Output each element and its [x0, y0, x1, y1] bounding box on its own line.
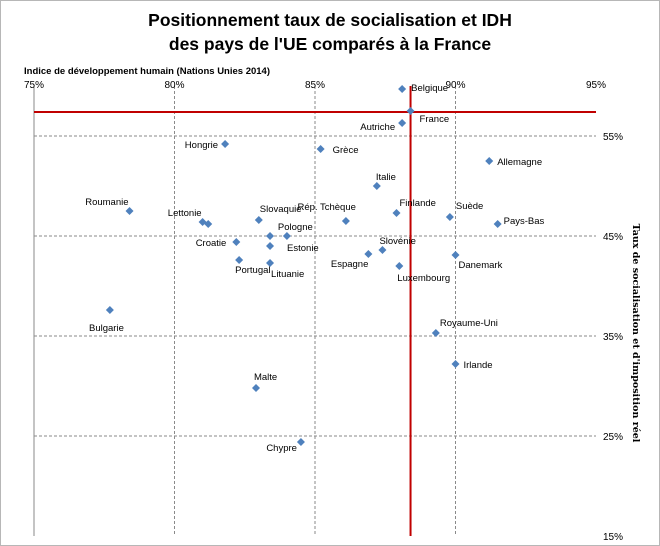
gridlines — [33, 86, 596, 536]
point-luxembourg — [395, 262, 404, 270]
point-danemark — [451, 251, 460, 259]
point-chypre — [296, 438, 305, 446]
label-portugal: Portugal — [235, 265, 270, 276]
y-tick-label: 55% — [603, 132, 623, 143]
label-r-p-tch-que: Rép. Tchèque — [297, 202, 355, 213]
label-irlande: Irlande — [464, 360, 493, 371]
point-irlande — [451, 360, 460, 368]
chart-title-line1: Positionnement taux de socialisation et … — [148, 10, 512, 30]
label-roumanie: Roumanie — [85, 197, 128, 208]
x-tick-label: 85% — [305, 80, 325, 91]
point-allemagne — [485, 157, 494, 165]
point-malte — [251, 384, 260, 392]
point-autriche — [398, 119, 407, 127]
label-allemagne: Allemagne — [497, 157, 542, 168]
label-espagne: Espagne — [331, 259, 369, 270]
label-luxembourg: Luxembourg — [397, 273, 450, 284]
label-italie: Italie — [376, 172, 396, 183]
point-france — [406, 107, 415, 115]
x-axis-label: Indice de développement humain (Nations … — [24, 66, 270, 77]
label-finlande: Finlande — [399, 198, 435, 209]
point-su-de — [445, 213, 454, 221]
point-finlande — [392, 209, 401, 217]
y-axis-label: Taux de socialisation et d'imposition ré… — [630, 224, 641, 443]
point-portugal — [235, 256, 244, 264]
point-hongrie — [221, 140, 230, 148]
chart-title: Positionnement taux de socialisation et … — [0, 8, 660, 56]
point-royaume-uni — [431, 329, 440, 337]
label-chypre: Chypre — [266, 443, 297, 454]
label-croatie: Croatie — [196, 238, 227, 249]
point-espagne — [364, 250, 373, 258]
label-lettonie: Lettonie — [168, 208, 202, 219]
label-slovaquie: Slovaquie — [260, 204, 302, 215]
point-lituanie — [266, 259, 275, 267]
point-slovaquie — [254, 216, 263, 224]
point-estonie — [266, 242, 275, 250]
data-points — [105, 85, 502, 446]
y-tick-label: 15% — [603, 532, 623, 543]
label-slov-nie: Slovénie — [379, 236, 415, 247]
label-malte: Malte — [254, 372, 277, 383]
label-pays-bas: Pays-Bas — [504, 216, 545, 227]
point-bulgarie — [105, 306, 114, 314]
point-gr-ce — [316, 145, 325, 153]
point-italie — [372, 182, 381, 190]
label-belgique: Belgique — [411, 83, 448, 94]
label-su-de: Suède — [456, 201, 483, 212]
x-tick-label: 75% — [24, 80, 44, 91]
x-tick-label: 90% — [445, 80, 465, 91]
point-pologne-2 — [266, 232, 275, 240]
label-gr-ce: Grèce — [333, 145, 359, 156]
x-tick-label: 80% — [164, 80, 184, 91]
point-belgique — [398, 85, 407, 93]
point-pays-bas — [493, 220, 502, 228]
label-bulgarie: Bulgarie — [89, 323, 124, 334]
x-tick-label: 95% — [586, 80, 606, 91]
y-axis-ticks: 55% 45% 35% 25% 15% — [603, 132, 623, 543]
chart-title-line2: des pays de l'UE comparés à la France — [168, 34, 492, 54]
y-tick-label: 45% — [603, 232, 623, 243]
point-pologne — [282, 232, 291, 240]
point-croatie — [232, 238, 241, 246]
label-autriche: Autriche — [360, 122, 395, 133]
point-lettonie-2 — [204, 220, 213, 228]
point-slov-nie — [378, 246, 387, 254]
reference-lines — [34, 86, 596, 536]
point-r-p-tch-que — [341, 217, 350, 225]
label-estonie: Estonie — [287, 243, 319, 254]
point-roumanie — [125, 207, 134, 215]
y-tick-label: 25% — [603, 432, 623, 443]
x-axis-ticks: 75% 80% 85% 90% 95% — [24, 80, 606, 91]
point-labels: Belgique France Autriche Hongrie Grèce Allema… — [85, 83, 544, 454]
label-hongrie: Hongrie — [185, 140, 218, 151]
label-france: France — [420, 114, 450, 125]
label-royaume-uni: Royaume-Uni — [440, 318, 498, 329]
label-pologne: Pologne — [278, 222, 313, 233]
label-lituanie: Lituanie — [271, 269, 304, 280]
y-tick-label: 35% — [603, 332, 623, 343]
label-danemark: Danemark — [459, 260, 503, 271]
